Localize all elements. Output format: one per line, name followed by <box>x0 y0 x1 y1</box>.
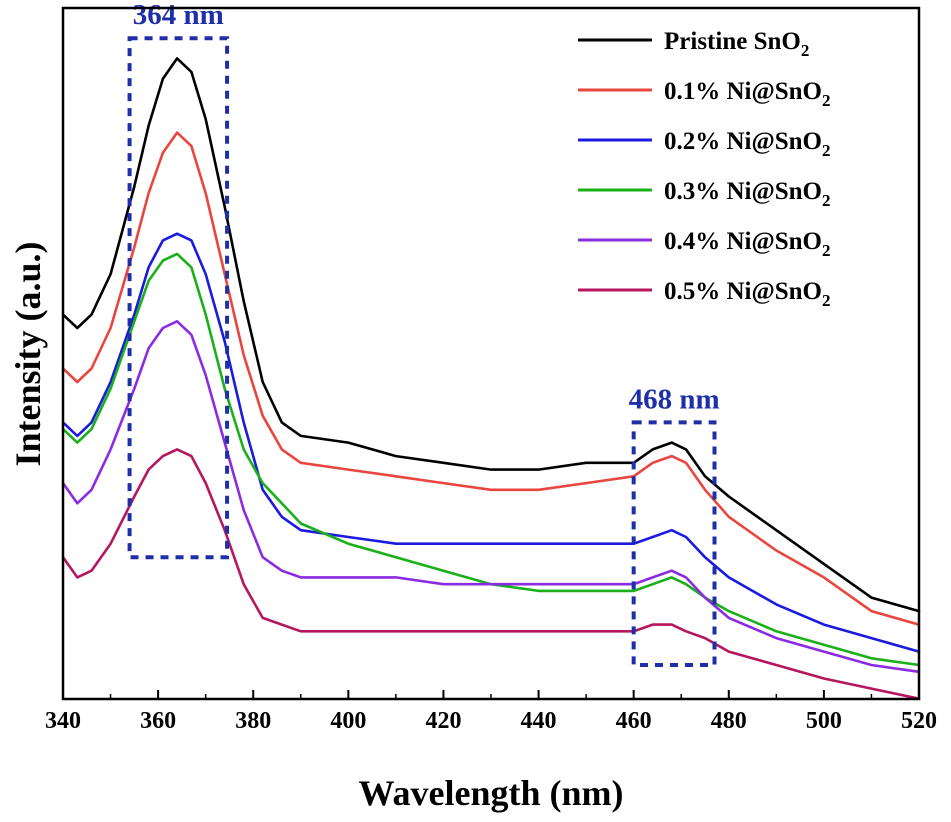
x-tick-label: 340 <box>45 708 81 734</box>
legend-label-4: 0.3% Ni@SnO2 <box>664 178 831 210</box>
x-tick-label: 380 <box>235 708 271 734</box>
legend-label-3: 0.2% Ni@SnO2 <box>664 128 831 160</box>
x-tick-label: 480 <box>711 708 747 734</box>
x-axis-ticks: 340 360 380 400 420 440 460 480 500 520 <box>45 690 937 734</box>
x-tick-label: 460 <box>616 708 652 734</box>
x-tick-label: 360 <box>140 708 176 734</box>
series-line-3 <box>61 232 921 653</box>
y-axis-title: Intensity (a.u.) <box>8 241 48 466</box>
annotation-layer: 364 nm 468 nm <box>127 0 720 668</box>
annotation-box-2 <box>631 420 717 668</box>
x-tick-label: 440 <box>521 708 557 734</box>
x-tick-label: 500 <box>806 708 842 734</box>
annotation-label-2: 468 nm <box>629 383 720 415</box>
annotation-box-1 <box>127 36 230 560</box>
series-layer <box>61 57 921 700</box>
annotation-label-1: 364 nm <box>133 0 224 31</box>
x-tick-label: 520 <box>901 708 937 734</box>
legend-label-6: 0.5% Ni@SnO2 <box>664 278 831 310</box>
series-line-2 <box>61 131 921 626</box>
series-line-5 <box>61 320 921 674</box>
x-tick-label: 420 <box>425 708 461 734</box>
x-axis-title: Wavelength (nm) <box>359 773 624 813</box>
legend: Pristine SnO2 0.1% Ni@SnO2 0.2% Ni@SnO2 0.3… <box>578 28 831 310</box>
legend-label-2: 0.1% Ni@SnO2 <box>664 78 831 110</box>
legend-label-1: Pristine SnO2 <box>664 28 809 60</box>
legend-label-5: 0.4% Ni@SnO2 <box>664 228 831 260</box>
series-line-1 <box>61 57 921 613</box>
series-line-6 <box>61 448 921 700</box>
x-tick-label: 400 <box>330 708 366 734</box>
